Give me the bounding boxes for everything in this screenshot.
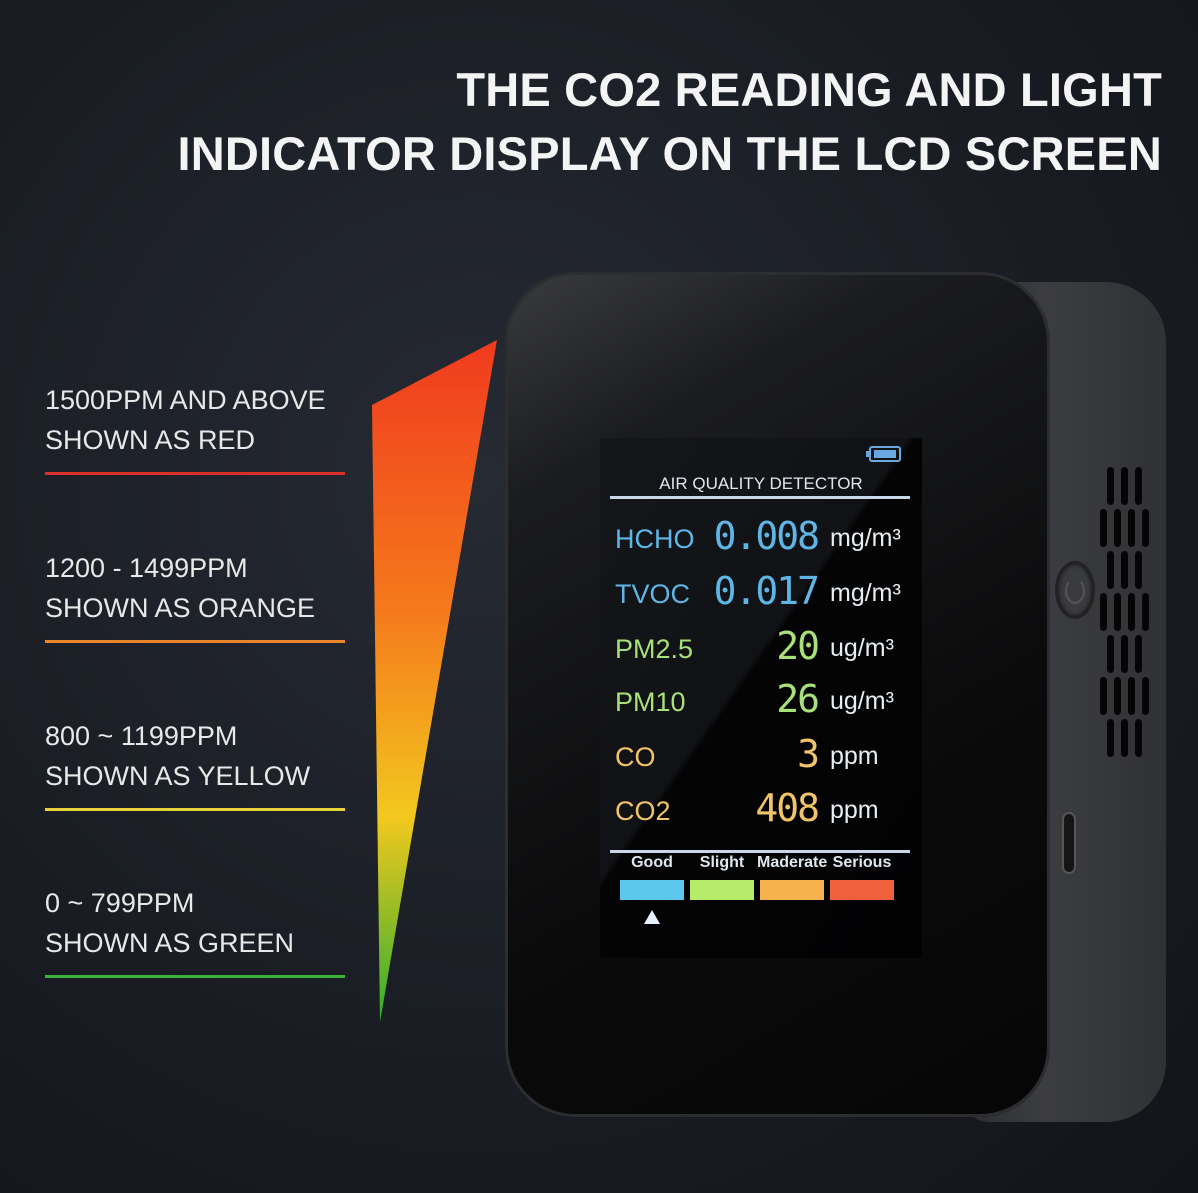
vent-slot <box>1107 635 1114 673</box>
legend-caption: SHOWN AS GREEN <box>45 928 295 958</box>
vent-slot <box>1135 635 1142 673</box>
vent-slot <box>1121 551 1128 589</box>
vent-slot <box>1135 467 1142 505</box>
vent-slot <box>1107 551 1114 589</box>
reading-value: 20 <box>776 624 820 668</box>
level-bar <box>690 880 754 900</box>
reading-label: CO2 <box>615 796 671 826</box>
legend-item: 0 ~ 799PPM SHOWN AS GREEN <box>45 883 345 978</box>
legend-underline <box>45 808 345 811</box>
legend-range: 1200 - 1499PPM <box>45 553 248 583</box>
level-label: Maderate <box>757 854 828 871</box>
divider <box>610 850 910 853</box>
reading-unit: ug/m³ <box>830 634 894 662</box>
lcd-title: AIR QUALITY DETECTOR <box>659 474 863 493</box>
legend-item: 800 ~ 1199PPM SHOWN AS YELLOW <box>45 716 345 811</box>
legend-caption: SHOWN AS YELLOW <box>45 761 311 791</box>
legend-caption: SHOWN AS RED <box>45 425 256 455</box>
level-label: Good <box>631 854 673 871</box>
level-label: Serious <box>832 854 892 871</box>
reading-value: 0.017 <box>713 569 820 613</box>
usb-port <box>1064 814 1074 872</box>
vent-slot <box>1142 593 1149 631</box>
vent-slot <box>1107 719 1114 757</box>
vent-slot <box>1121 467 1128 505</box>
headline-line-1: THE CO2 READING AND LIGHT <box>456 63 1162 116</box>
vent-slot <box>1107 467 1114 505</box>
vent-slot <box>1135 719 1142 757</box>
vent-slot <box>1128 677 1135 715</box>
legend-item: 1200 - 1499PPM SHOWN AS ORANGE <box>45 548 345 643</box>
level-bar <box>620 880 684 900</box>
reading-label: PM10 <box>615 687 686 717</box>
reading-value: 0.008 <box>713 514 820 558</box>
vent-slot <box>1100 509 1107 547</box>
vent-slot <box>1114 509 1121 547</box>
legend-range: 800 ~ 1199PPM <box>45 721 238 751</box>
reading-unit: ppm <box>830 742 879 770</box>
reading-unit: mg/m³ <box>830 524 901 552</box>
vent-slot <box>1142 509 1149 547</box>
reading-unit: ug/m³ <box>830 687 894 715</box>
level-bar <box>830 880 894 900</box>
co2-gradient-triangle <box>372 340 497 1022</box>
vent-slot <box>1135 551 1142 589</box>
reading-value: 408 <box>755 786 820 830</box>
vent-slot <box>1114 593 1121 631</box>
reading-label: CO <box>615 742 656 772</box>
reading-unit: ppm <box>830 796 879 824</box>
reading-label: TVOC <box>615 579 691 609</box>
legend-item: 1500PPM AND ABOVE SHOWN AS RED <box>45 380 345 475</box>
lcd-screen: AIR QUALITY DETECTOR HCHO 0.008 mg/m³ TVOC 0… <box>600 438 922 958</box>
reading-unit: mg/m³ <box>830 579 901 607</box>
vent-slot <box>1128 509 1135 547</box>
power-button[interactable] <box>1058 564 1092 616</box>
battery-full-icon <box>866 446 901 462</box>
vent-slot <box>1128 593 1135 631</box>
vent-slot <box>1121 719 1128 757</box>
headline-line-2: INDICATOR DISPLAY ON THE LCD SCREEN <box>177 127 1162 180</box>
reading-label: PM2.5 <box>615 634 694 664</box>
level-pointer-icon <box>644 910 660 924</box>
divider <box>610 496 910 499</box>
vent-slot <box>1114 677 1121 715</box>
vent-slot <box>1142 677 1149 715</box>
vent-slot <box>1100 593 1107 631</box>
reading-value: 26 <box>776 677 820 721</box>
legend-underline <box>45 472 345 475</box>
legend-range: 0 ~ 799PPM <box>45 888 195 918</box>
legend-underline <box>45 975 345 978</box>
speaker-vents <box>1100 467 1160 897</box>
legend-caption: SHOWN AS ORANGE <box>45 593 316 623</box>
reading-label: HCHO <box>615 524 695 554</box>
level-bar <box>760 880 824 900</box>
legend-range: 1500PPM AND ABOVE <box>45 385 326 415</box>
level-label: Slight <box>699 854 745 871</box>
headline: THE CO2 READING AND LIGHT INDICATOR DISP… <box>177 58 1162 186</box>
legend-underline <box>45 640 345 643</box>
vent-slot <box>1121 635 1128 673</box>
vent-slot <box>1100 677 1107 715</box>
reading-value: 3 <box>797 732 820 776</box>
power-icon <box>1065 581 1085 604</box>
